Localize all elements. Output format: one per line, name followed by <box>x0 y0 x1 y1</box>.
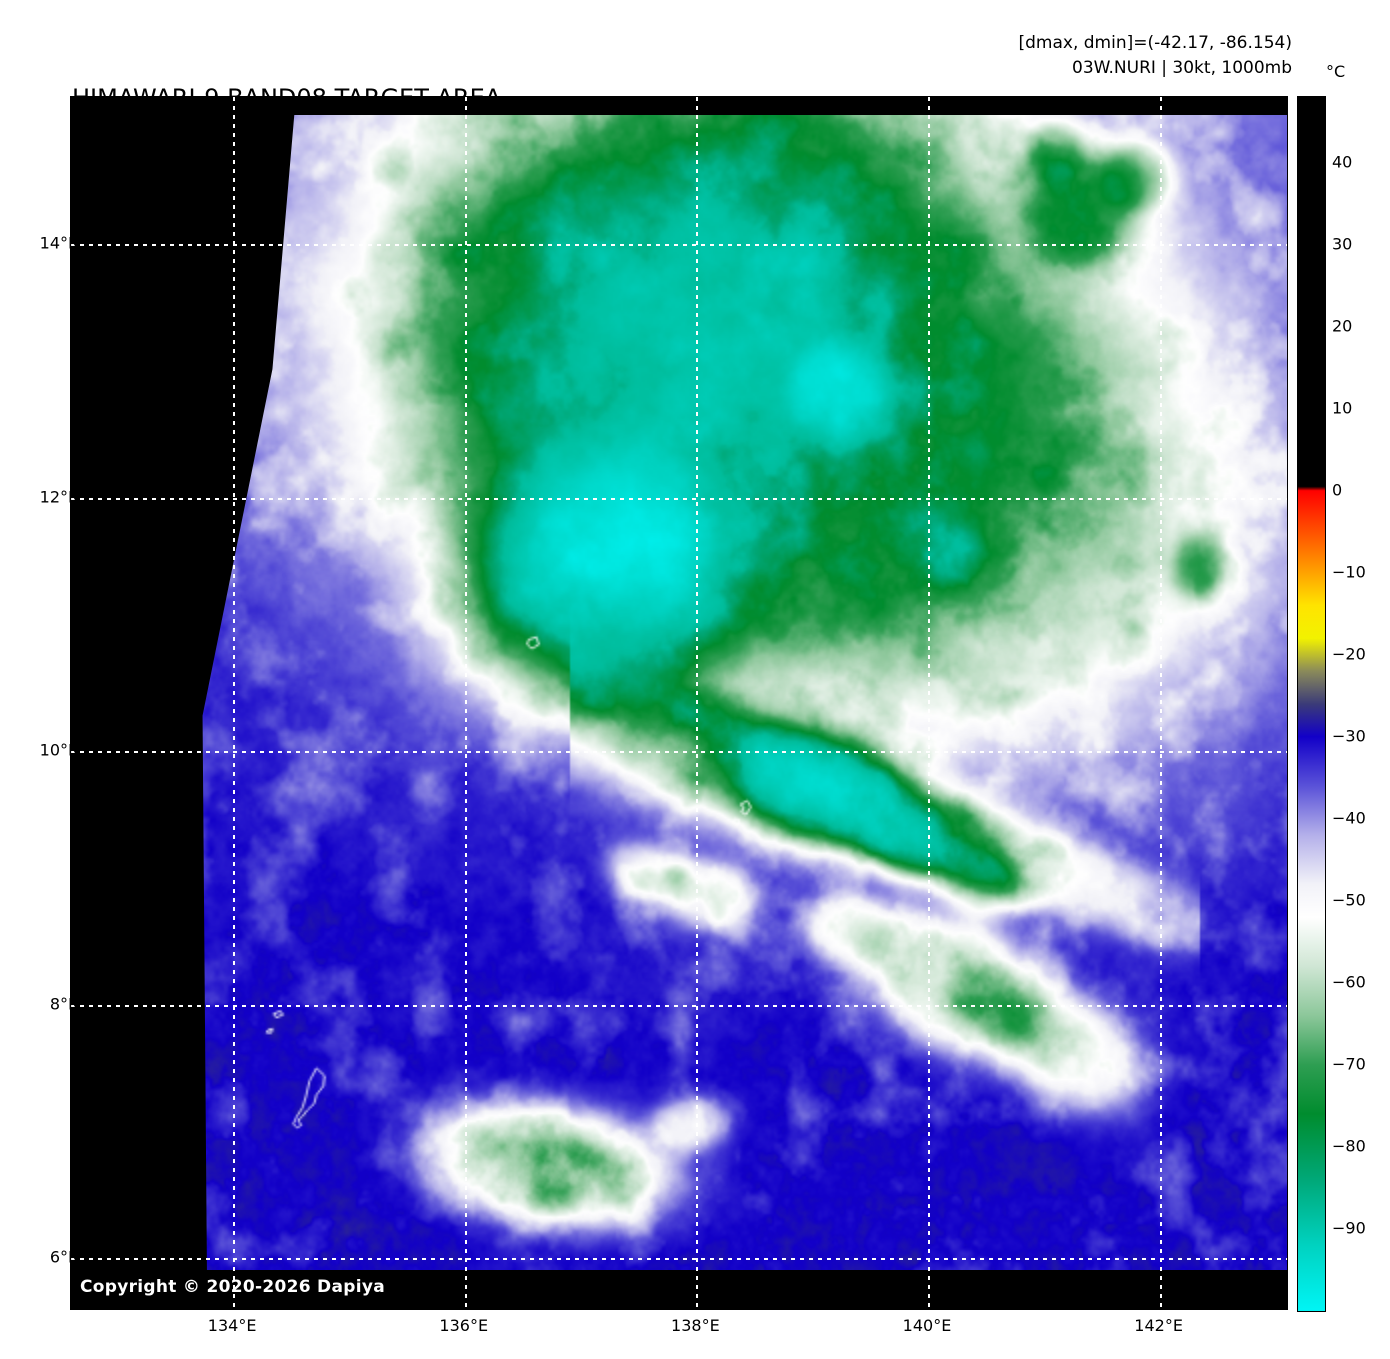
dmax-dmin-text: [dmax, dmin]=(-42.17, -86.154) <box>1018 33 1293 53</box>
x-axis-tick-138: 138°E <box>671 1316 720 1335</box>
colorbar-tick--60: −60 <box>1332 972 1366 992</box>
colorbar-tick-0: 0 <box>1332 480 1343 500</box>
gridline-lon-136 <box>464 97 467 1309</box>
y-axis-tick-14: 14°N <box>39 233 80 253</box>
satellite-image-plot <box>70 96 1288 1310</box>
gridline-lon-134 <box>233 97 236 1309</box>
colorbar-tick--90: −90 <box>1332 1218 1366 1238</box>
colorbar-tick--10: −10 <box>1332 562 1366 582</box>
brightness-temperature-raster <box>202 115 1287 1270</box>
colorbar-tick-40: 40 <box>1332 152 1353 172</box>
y-axis-tick-8: 8°N <box>49 994 80 1014</box>
gridline-lon-140 <box>927 97 930 1309</box>
y-axis-tick-10: 10°N <box>39 740 80 760</box>
storm-info-text: 03W.NURI | 30kt, 1000mb <box>1072 57 1292 78</box>
colorbar-tick-30: 30 <box>1332 234 1353 254</box>
colorbar-tick--70: −70 <box>1332 1054 1366 1074</box>
plot-inner <box>71 97 1287 1309</box>
satellite-data-swath <box>202 115 1287 1270</box>
colorbar-tick--20: −20 <box>1332 644 1366 664</box>
copyright-text: Copyright © 2020-2026 Dapiya <box>80 1277 385 1297</box>
colorbar-tick-20: 20 <box>1332 316 1353 336</box>
colorbar <box>1297 96 1326 1312</box>
colorbar-tick--30: −30 <box>1332 726 1366 746</box>
x-axis-tick-142: 142°E <box>1134 1316 1183 1335</box>
y-axis-tick-12: 12°N <box>39 487 80 507</box>
colorbar-gradient <box>1298 97 1325 1311</box>
colorbar-tick--50: −50 <box>1332 890 1366 910</box>
x-axis-tick-136: 136°E <box>439 1316 489 1335</box>
x-axis-tick-140: 140°E <box>902 1316 952 1335</box>
colorbar-tick-10: 10 <box>1332 398 1353 418</box>
colorbar-tick--40: −40 <box>1332 808 1366 828</box>
gridline-lat-6 <box>71 1258 1287 1261</box>
gridline-lat-10 <box>71 751 1287 754</box>
colorbar-unit-label: °C <box>1326 62 1346 81</box>
gridline-lon-138 <box>696 97 699 1309</box>
gridline-lat-12 <box>71 497 1287 500</box>
gridline-lat-8 <box>71 1004 1287 1007</box>
y-axis-tick-6: 6°N <box>49 1247 80 1267</box>
colorbar-tick--80: −80 <box>1332 1136 1366 1156</box>
gridline-lat-14 <box>71 244 1287 247</box>
x-axis-tick-134: 134°E <box>207 1316 257 1335</box>
metadata-block: [dmax, dmin]=(-42.17, -86.154) 03W.NURI … <box>1019 31 1293 80</box>
gridline-lon-142 <box>1159 97 1162 1309</box>
